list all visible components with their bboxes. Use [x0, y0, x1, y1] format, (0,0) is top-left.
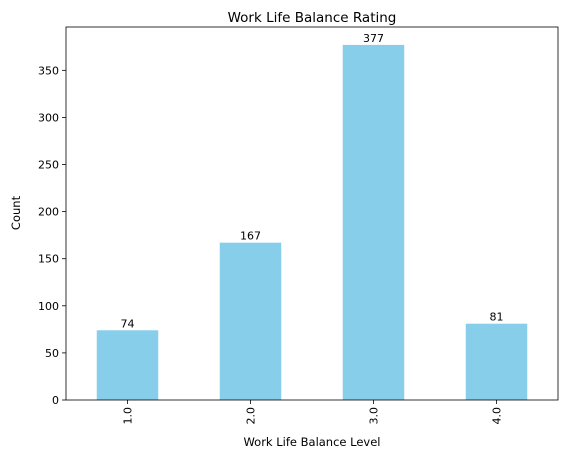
x-tick-label: 4.0 — [491, 407, 504, 425]
x-ticks: 1.0 2.0 3.0 4.0 — [122, 400, 504, 425]
y-tick-label: 200 — [38, 206, 59, 219]
bar — [465, 323, 528, 400]
bar-labels: 74 167 377 81 — [121, 32, 504, 330]
y-tick-label: 250 — [38, 159, 59, 172]
chart-title: Work Life Balance Rating — [228, 10, 397, 26]
y-tick-label: 0 — [52, 394, 59, 407]
bar-value-label: 167 — [240, 230, 261, 243]
bar — [219, 242, 282, 400]
y-tick-label: 100 — [38, 300, 59, 313]
x-tick-label: 2.0 — [245, 407, 258, 425]
x-axis-label: Work Life Balance Level — [243, 435, 380, 449]
y-tick-label: 350 — [38, 64, 59, 77]
x-tick-label: 1.0 — [122, 407, 135, 425]
y-axis-label: Count — [9, 195, 23, 230]
y-tick-label: 50 — [45, 347, 59, 360]
bar — [96, 330, 159, 400]
bar — [342, 44, 405, 401]
y-tick-label: 150 — [38, 253, 59, 266]
x-tick-label: 3.0 — [368, 407, 381, 425]
plot-frame — [65, 26, 559, 401]
bar-value-label: 81 — [490, 311, 504, 324]
bar-value-label: 377 — [363, 32, 384, 45]
y-ticks: 0 50 100 150 200 250 300 350 — [38, 64, 66, 407]
y-tick-label: 300 — [38, 111, 59, 124]
bar-value-label: 74 — [121, 317, 135, 330]
bars — [96, 44, 528, 401]
